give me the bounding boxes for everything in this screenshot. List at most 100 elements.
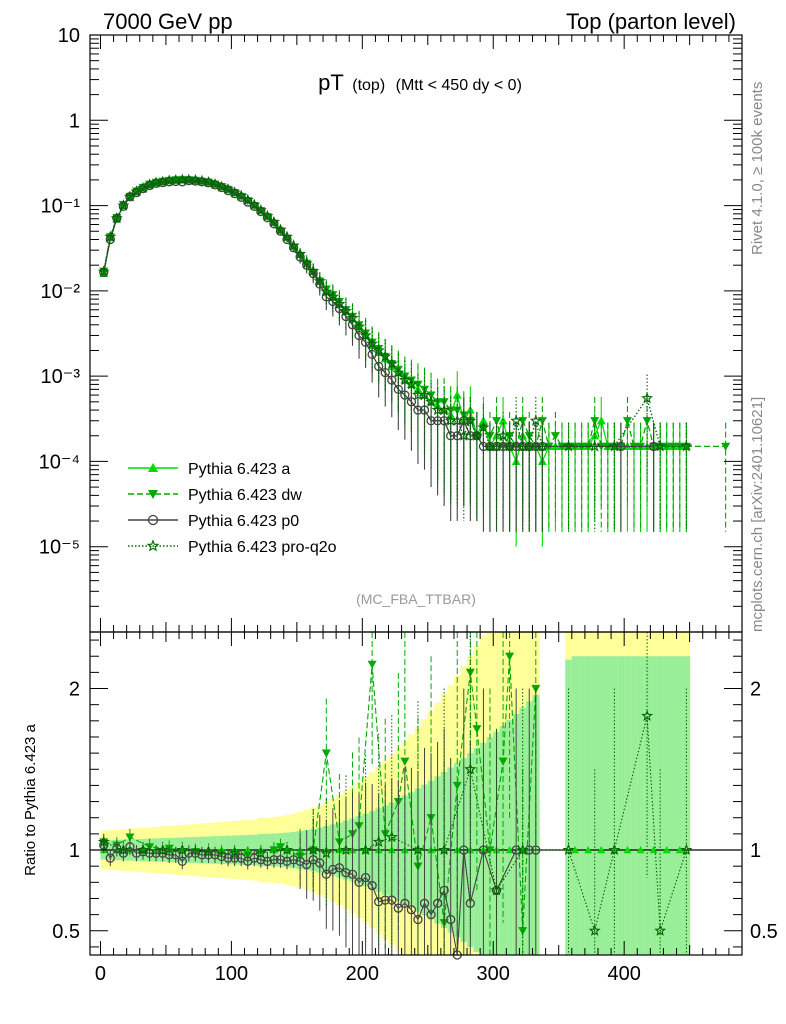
ratio-point: [584, 846, 593, 854]
ratio-point: [328, 864, 338, 875]
data-point: [452, 390, 462, 399]
data-point: [393, 365, 403, 374]
series-line: [103, 179, 687, 449]
data-point: [300, 257, 313, 269]
band-1sigma: [630, 656, 638, 955]
y-tick-label: 10⁻²: [41, 281, 81, 303]
ratio-point: [228, 846, 241, 859]
ratio-point: [406, 905, 417, 915]
data-point: [438, 403, 451, 416]
series-4: [97, 173, 693, 532]
data-point: [104, 230, 117, 242]
ratio-point: [341, 867, 351, 878]
ratio-point: [385, 830, 398, 843]
series-line: [103, 179, 687, 464]
data-point: [241, 193, 254, 206]
ratio-ylabel: Ratio to Pythia 6.423 a: [22, 723, 39, 875]
ratio-point: [164, 850, 174, 860]
series-3: [99, 175, 659, 532]
band-1sigma: [584, 656, 592, 955]
band-1sigma: [650, 656, 658, 955]
data-point: [334, 303, 345, 314]
ratio-point: [176, 843, 189, 856]
ratio-point: [432, 898, 443, 908]
data-point: [523, 440, 536, 452]
data-point: [320, 285, 333, 297]
ratio-point: [439, 885, 449, 896]
ratio-point: [315, 858, 325, 868]
data-point: [202, 175, 215, 188]
data-point: [680, 440, 693, 452]
data-point: [379, 350, 392, 362]
ratio-y-tick-label-left: 2: [69, 679, 80, 701]
plot-title: pT (top) (Mtt < 450 dy < 0): [318, 70, 522, 95]
data-point: [425, 395, 437, 407]
data-point: [333, 297, 346, 310]
data-point: [497, 429, 510, 441]
data-point: [262, 213, 273, 223]
ratio-point: [478, 845, 489, 855]
rivet-label: Rivet 4.1.0, ≥ 100k events: [749, 82, 766, 255]
band-1sigma: [604, 656, 612, 955]
y-tick-label: 10⁻³: [41, 366, 81, 388]
ratio-point: [400, 757, 410, 766]
data-point: [288, 243, 299, 253]
data-point: [490, 440, 503, 452]
band-1sigma: [617, 656, 625, 955]
data-point: [596, 416, 606, 425]
ratio-point: [117, 843, 130, 856]
data-point: [236, 192, 246, 202]
ratio-point: [138, 846, 148, 857]
data-point: [392, 366, 405, 378]
ratio-series-layer: [90, 632, 742, 960]
data-point: [326, 290, 339, 302]
data-point: [536, 440, 549, 452]
data-point: [562, 440, 575, 452]
ratio-point: [269, 855, 279, 865]
ratio-point: [125, 842, 135, 852]
ratio-point: [412, 843, 424, 856]
ratio-point: [571, 846, 580, 854]
legend-label: Pythia 6.423 a: [188, 461, 290, 478]
ratio-point: [505, 652, 515, 661]
analysis-watermark: (MC_FBA_TTBAR): [356, 591, 476, 607]
data-point: [608, 440, 621, 452]
data-point: [380, 367, 390, 378]
ratio-point: [367, 880, 377, 891]
data-point: [654, 440, 667, 452]
ratio-point: [459, 845, 469, 855]
data-point: [131, 187, 142, 198]
ratio-point: [125, 833, 135, 842]
data-point: [117, 199, 130, 211]
legend-label: Pythia 6.423 pro-q2o: [188, 539, 337, 556]
data-point: [510, 414, 523, 426]
band-1sigma: [597, 656, 606, 955]
data-point: [97, 265, 110, 277]
band-1sigma: [663, 656, 671, 955]
ratio-point: [97, 835, 110, 848]
ratio-point: [171, 850, 181, 860]
data-point: [254, 204, 267, 216]
ratio-y-tick-label-right: 0.5: [750, 921, 778, 943]
data-point: [340, 304, 352, 317]
header-right-text: Top (parton level): [566, 9, 736, 34]
ratio-point: [320, 846, 333, 859]
data-point: [529, 414, 542, 426]
data-point: [418, 388, 431, 401]
data-point: [398, 373, 411, 386]
data-point: [222, 183, 235, 195]
ratio-point: [302, 859, 312, 870]
y-tick-label: 10: [58, 25, 80, 47]
series-2: [99, 175, 731, 532]
mcplots-label: mcplots.cern.ch [arXiv:2401.10621]: [749, 397, 766, 632]
data-point: [143, 178, 156, 190]
y-tick-label: 10⁻¹: [41, 196, 81, 218]
y-tick-label: 10⁻⁴: [39, 451, 80, 473]
y-tick-label: 10⁻⁵: [39, 537, 80, 559]
ratio-point: [516, 843, 529, 856]
ratio-point: [202, 845, 215, 857]
data-point: [208, 177, 221, 190]
ratio-point: [472, 725, 482, 734]
title-sub: (top): [352, 77, 385, 94]
